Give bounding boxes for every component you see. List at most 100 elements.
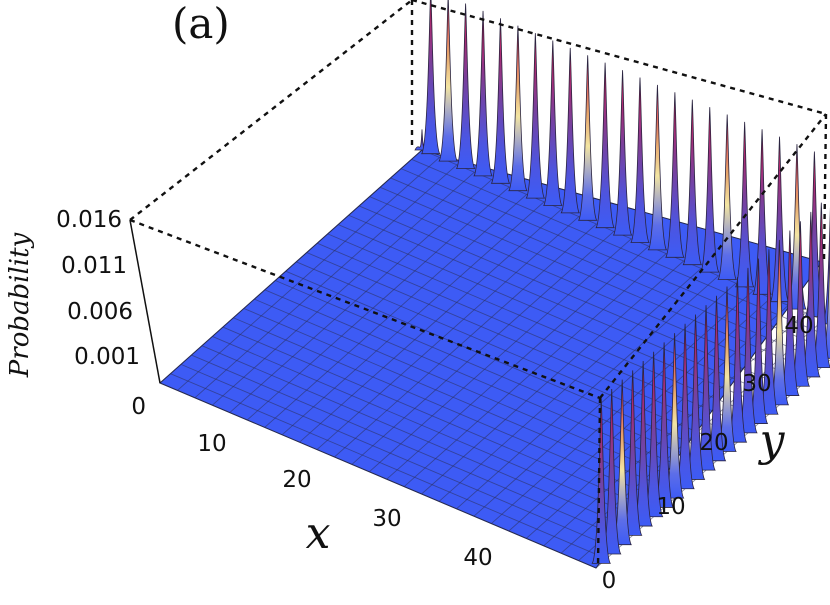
probability-peak bbox=[595, 62, 615, 229]
y-axis-label: y bbox=[758, 415, 786, 466]
grid-line bbox=[348, 214, 785, 401]
grid-line bbox=[229, 179, 493, 413]
probability-peak bbox=[822, 239, 830, 359]
panel-label: (a) bbox=[172, 0, 230, 48]
probability-peak bbox=[706, 295, 727, 462]
probability-peak bbox=[801, 211, 821, 378]
grid-line bbox=[222, 326, 660, 513]
z-axis-line bbox=[129, 219, 161, 384]
grid-line bbox=[456, 275, 719, 510]
probability-peak bbox=[647, 84, 668, 251]
probability-peak bbox=[508, 25, 528, 192]
grid-line bbox=[358, 205, 796, 392]
grid-line bbox=[264, 194, 527, 428]
probability-peak bbox=[612, 379, 632, 546]
grid-line bbox=[369, 196, 806, 383]
probability-peaks bbox=[414, 0, 830, 564]
grid-line bbox=[421, 260, 684, 495]
probability-peak bbox=[769, 239, 790, 406]
grid-line bbox=[243, 308, 681, 494]
probability-peak bbox=[455, 3, 476, 169]
grid-line bbox=[212, 335, 649, 522]
probability-peak bbox=[591, 398, 611, 564]
grid-line bbox=[438, 268, 702, 502]
grid-line bbox=[201, 345, 639, 532]
probability-peak bbox=[748, 258, 769, 424]
grid-line bbox=[306, 252, 743, 438]
grid-line bbox=[159, 149, 423, 384]
y-tick-label: 10 bbox=[656, 494, 685, 520]
probability-peak bbox=[727, 277, 748, 443]
grid-line bbox=[316, 216, 580, 450]
probability-peak bbox=[780, 230, 800, 396]
z-tick-label: 0.011 bbox=[61, 253, 127, 279]
grid-line bbox=[390, 177, 827, 364]
grid-line bbox=[177, 157, 440, 391]
grid-line bbox=[351, 231, 615, 465]
grid-line bbox=[246, 186, 510, 421]
grid-line bbox=[285, 270, 722, 457]
x-tick-label: 40 bbox=[463, 545, 492, 571]
grid-line bbox=[254, 298, 691, 485]
probability-peak bbox=[525, 33, 546, 199]
grid-line bbox=[296, 261, 733, 448]
probability-peak bbox=[612, 70, 633, 236]
grid-line bbox=[180, 363, 618, 550]
grid-line bbox=[400, 168, 830, 352]
grid-line bbox=[194, 164, 458, 399]
probability-peak bbox=[643, 351, 664, 518]
probability-peak bbox=[682, 99, 703, 266]
grid-line bbox=[275, 280, 712, 466]
probability-peak bbox=[759, 249, 779, 415]
probability-peak bbox=[420, 0, 441, 155]
probability-peak bbox=[633, 361, 653, 527]
bounding-box bbox=[129, 0, 828, 569]
probability-peak bbox=[490, 18, 511, 184]
probability-peak bbox=[601, 389, 622, 555]
probability-peak bbox=[560, 47, 580, 214]
grid-line bbox=[317, 242, 754, 429]
x-tick-label: 30 bbox=[372, 506, 401, 532]
grid-line bbox=[386, 245, 650, 480]
probability-peak bbox=[769, 136, 790, 303]
grid-line bbox=[525, 305, 789, 539]
y-tick-label: 20 bbox=[699, 430, 728, 456]
probability-peak bbox=[734, 121, 755, 288]
grid-line bbox=[473, 282, 737, 517]
y-tick-label: 40 bbox=[784, 313, 813, 339]
probability-peak bbox=[717, 286, 737, 452]
probability-peak bbox=[752, 129, 772, 295]
z-tick-label: 0.006 bbox=[67, 299, 133, 325]
grid-line bbox=[299, 208, 562, 443]
grid-line bbox=[281, 201, 545, 436]
probability-peak bbox=[438, 0, 458, 162]
x-tick-label: 10 bbox=[197, 431, 226, 457]
grid-line bbox=[327, 233, 764, 420]
probability-peak bbox=[630, 77, 650, 243]
grid-line bbox=[334, 223, 597, 458]
y-tick-label: 30 bbox=[742, 371, 771, 397]
probability-peak bbox=[696, 305, 716, 471]
probability-peak bbox=[543, 40, 563, 206]
grid-line bbox=[403, 253, 667, 487]
probability-peak bbox=[717, 114, 737, 280]
z-tick-label: 0.001 bbox=[74, 344, 140, 370]
grid-line bbox=[379, 186, 817, 373]
probability-peak bbox=[685, 314, 706, 480]
probability-peak bbox=[675, 323, 695, 490]
grid-line bbox=[212, 171, 475, 406]
probability-peak bbox=[473, 10, 493, 177]
grid-line bbox=[337, 224, 775, 410]
probability-peak bbox=[622, 370, 643, 536]
probability-peak bbox=[577, 55, 598, 221]
grid-line bbox=[170, 373, 607, 560]
grid-line bbox=[159, 382, 597, 569]
grid-line bbox=[264, 289, 701, 476]
probability-peak bbox=[664, 333, 685, 499]
z-axis-label: Probability bbox=[5, 232, 35, 378]
probability-peak bbox=[665, 92, 685, 258]
surface-base bbox=[159, 149, 823, 569]
z-tick-label: 0 bbox=[131, 394, 146, 420]
grid-line bbox=[368, 238, 632, 473]
z-tick-label: 0.016 bbox=[56, 207, 122, 233]
